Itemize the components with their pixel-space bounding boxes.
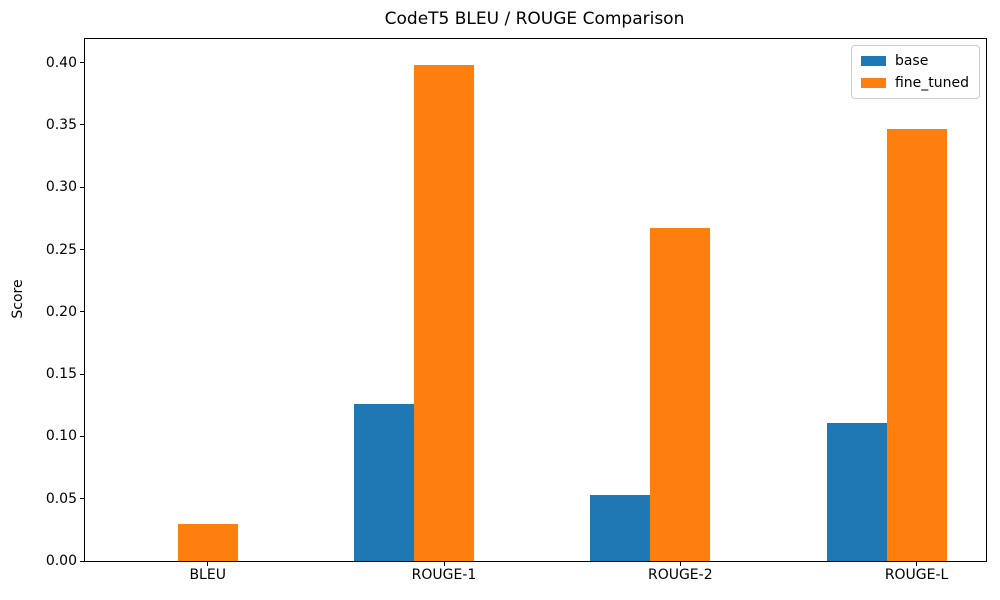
legend-swatch-base [860, 56, 886, 66]
legend-swatch-fine_tuned [860, 78, 886, 88]
y-tick-mark [80, 498, 84, 500]
y-tick-mark [80, 435, 84, 437]
x-tick-mark [443, 562, 445, 566]
legend-item-base: base [860, 53, 969, 69]
y-tick-mark [80, 311, 84, 313]
x-tick-label-ROUGE-2: ROUGE-2 [647, 567, 713, 583]
y-tick-label: 0.15 [45, 366, 77, 383]
y-tick-label: 0.20 [45, 303, 77, 320]
y-tick-mark [80, 186, 84, 188]
y-tick-label: 0.30 [45, 179, 77, 196]
bar-base-ROUGE-2 [590, 494, 651, 561]
y-tick-label: 0.35 [45, 116, 77, 133]
plot-area: base fine_tuned 0.00 0.05 0.10 0.15 0.20 0.25 0… [46, 38, 987, 583]
x-tick-label-ROUGE-1: ROUGE-1 [411, 567, 477, 583]
legend-item-fine_tuned: fine_tuned [860, 75, 969, 91]
y-tick-label: 0.25 [45, 241, 77, 258]
y-tick-mark [80, 560, 84, 562]
y-tick-label: 0.40 [45, 54, 77, 71]
chart-title: CodeT5 BLEU / ROUGE Comparison [384, 9, 685, 29]
bar-fine_tuned-BLEU [177, 523, 238, 561]
x-tick-mark [916, 562, 918, 566]
bar-fine_tuned-ROUGE-2 [650, 228, 711, 561]
legend: base fine_tuned [850, 45, 980, 99]
bar-fine_tuned-ROUGE-L [886, 128, 947, 561]
y-tick-mark [80, 249, 84, 251]
bar-base-ROUGE-1 [354, 404, 414, 561]
x-tick-mark [207, 562, 209, 566]
legend-label-fine_tuned: fine_tuned [894, 75, 969, 91]
y-axis-label: Score [10, 279, 26, 319]
x-tick-mark [679, 562, 681, 566]
y-tick-mark [80, 373, 84, 375]
x-tick-label-BLEU: BLEU [189, 567, 226, 583]
y-tick-mark [80, 62, 84, 64]
y-tick-label: 0.05 [45, 490, 77, 507]
y-tick-label: 0.10 [45, 428, 77, 445]
legend-label-base: base [894, 53, 929, 69]
x-tick-label-ROUGE-L: ROUGE-L [884, 567, 949, 583]
bar-base-ROUGE-L [826, 422, 887, 561]
y-tick-mark [80, 124, 84, 126]
y-tick-label: 0.00 [45, 553, 77, 569]
bar-fine_tuned-ROUGE-1 [414, 65, 474, 561]
